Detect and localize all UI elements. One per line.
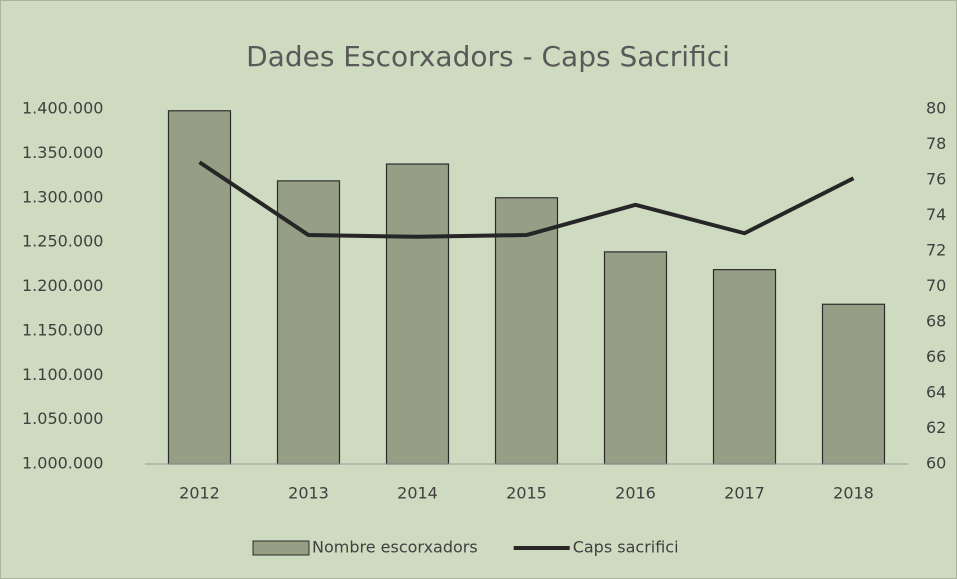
x-tick-label: 2013 [288, 484, 329, 503]
y2-tick-label: 68 [926, 312, 946, 331]
x-tick-label: 2018 [833, 484, 874, 503]
bar [167, 110, 232, 465]
y2-tick-label: 76 [926, 170, 946, 189]
y-tick-label: 1.400.000 [22, 99, 103, 118]
legend-label: Caps sacrifici [573, 538, 679, 557]
legend-swatch [252, 540, 310, 556]
y2-tick-label: 80 [926, 99, 946, 118]
x-tick-label: 2015 [506, 484, 547, 503]
y-tick-label: 1.200.000 [22, 276, 103, 295]
y2-tick-label: 70 [926, 276, 946, 295]
chart-title: Dades Escorxadors - Caps Sacrifici [246, 40, 730, 73]
y2-tick-label: 72 [926, 241, 946, 260]
bar [276, 180, 341, 465]
y-tick-label: 1.300.000 [22, 187, 103, 206]
bar [385, 163, 450, 465]
y2-tick-label: 78 [926, 134, 946, 153]
y-tick-label: 1.000.000 [22, 454, 103, 473]
x-tick-label: 2012 [179, 484, 220, 503]
y-tick-label: 1.150.000 [22, 320, 103, 339]
y-tick-label: 1.100.000 [22, 365, 103, 384]
y-tick-label: 1.350.000 [22, 143, 103, 162]
bar [603, 251, 668, 465]
x-tick-label: 2017 [724, 484, 765, 503]
bar [712, 269, 777, 465]
bar [821, 303, 886, 465]
bar [494, 197, 559, 465]
y-tick-label: 1.050.000 [22, 409, 103, 428]
y2-tick-label: 66 [926, 347, 946, 366]
x-tick-label: 2016 [615, 484, 656, 503]
y2-tick-label: 60 [926, 454, 946, 473]
line [198, 160, 855, 239]
y2-tick-label: 74 [926, 205, 946, 224]
x-tick-label: 2014 [397, 484, 438, 503]
y2-tick-label: 62 [926, 418, 946, 437]
y2-tick-label: 64 [926, 383, 946, 402]
y-tick-label: 1.250.000 [22, 232, 103, 251]
legend-label: Nombre escorxadors [312, 538, 478, 557]
